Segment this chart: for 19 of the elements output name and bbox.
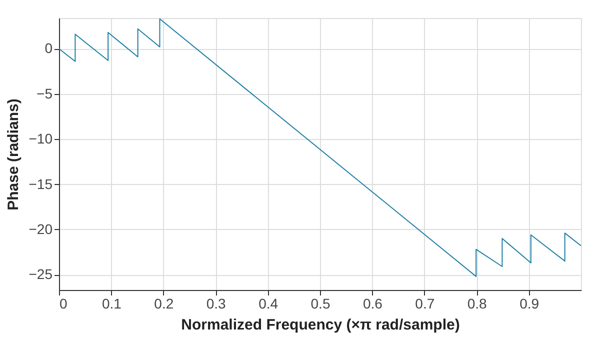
- y-tick-label: −5: [36, 85, 53, 102]
- x-tick-label: 0.8: [467, 296, 488, 312]
- x-tick-label: 0.1: [102, 296, 122, 312]
- x-tick-label: 0.6: [362, 296, 383, 312]
- y-tick-label: −25: [28, 266, 53, 282]
- x-tick-label: 0.5: [310, 296, 330, 312]
- x-tick-label: 0.9: [520, 296, 540, 312]
- x-tick-label: 0.7: [415, 296, 435, 312]
- x-tick-label: 0: [60, 296, 68, 312]
- y-axis-title: Phase (radians): [4, 98, 22, 210]
- x-tick-label: 0.3: [206, 296, 226, 312]
- y-tick-label: −15: [28, 176, 53, 192]
- line-series: [59, 18, 581, 277]
- x-tick-label: 0.4: [258, 296, 278, 312]
- y-tick-label: 0: [44, 40, 53, 56]
- x-tick-label: 0.2: [154, 296, 174, 312]
- x-axis-title: Normalized Frequency (×π rad/sample): [181, 316, 460, 334]
- y-tick-label: −20: [28, 220, 53, 237]
- y-tick-label: −10: [28, 130, 53, 147]
